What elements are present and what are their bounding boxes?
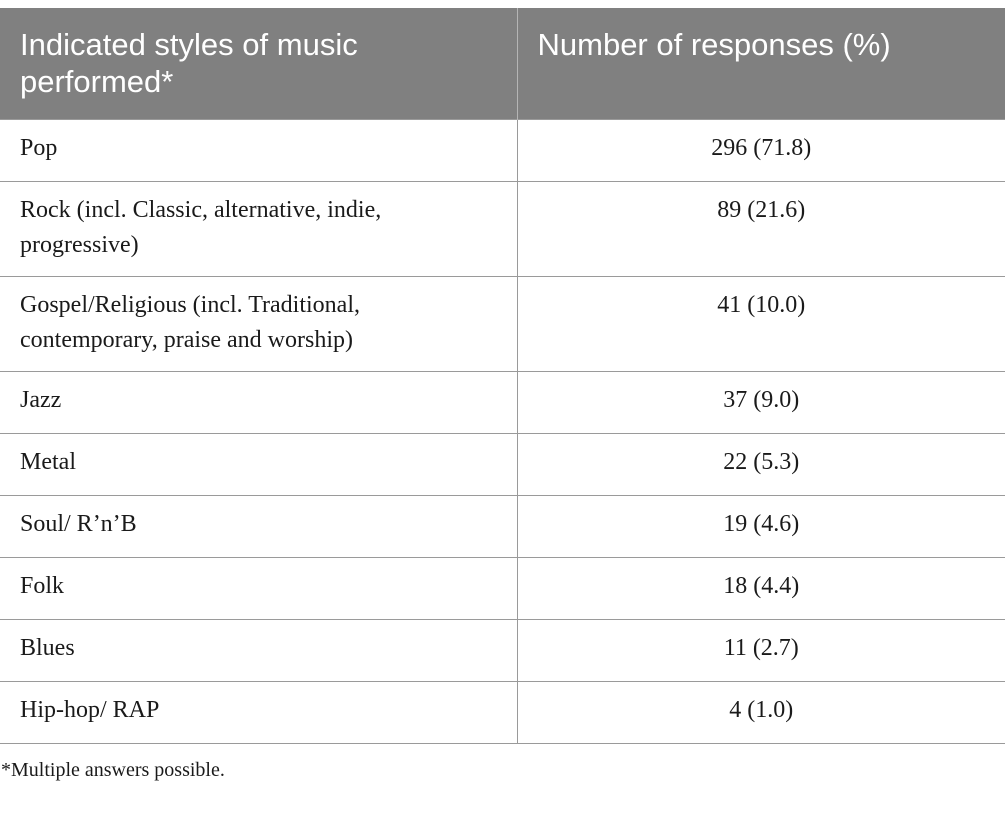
table-header: Indicated styles of music performed* Num… — [0, 8, 1005, 119]
header-row: Indicated styles of music performed* Num… — [0, 8, 1005, 119]
table-row: Metal 22 (5.3) — [0, 432, 1005, 495]
table-row: Hip-hop/ RAP 4 (1.0) — [0, 680, 1005, 744]
responses-cell: 11 (2.7) — [517, 618, 1005, 681]
table-row: Blues 11 (2.7) — [0, 618, 1005, 681]
table-row: Pop 296 (71.8) — [0, 118, 1005, 181]
responses-cell: 41 (10.0) — [517, 275, 1005, 371]
style-cell: Pop — [0, 118, 518, 181]
style-cell: Gospel/Religious (incl. Traditional, con… — [0, 275, 518, 371]
responses-cell: 296 (71.8) — [517, 118, 1005, 181]
header-responses: Number of responses (%) — [517, 8, 1005, 119]
responses-cell: 37 (9.0) — [517, 370, 1005, 433]
style-cell: Rock (incl. Classic, alternative, indie,… — [0, 180, 518, 276]
music-styles-table: Indicated styles of music performed* Num… — [0, 8, 1005, 744]
table-body: Pop 296 (71.8) Rock (incl. Classic, alte… — [0, 118, 1005, 744]
responses-cell: 19 (4.6) — [517, 494, 1005, 557]
style-cell: Jazz — [0, 370, 518, 433]
header-styles: Indicated styles of music performed* — [0, 8, 518, 119]
responses-cell: 22 (5.3) — [517, 432, 1005, 495]
style-cell: Folk — [0, 556, 518, 619]
table-container: Indicated styles of music performed* Num… — [0, 8, 1005, 782]
responses-cell: 18 (4.4) — [517, 556, 1005, 619]
style-cell: Metal — [0, 432, 518, 495]
table-row: Soul/ R’n’B 19 (4.6) — [0, 494, 1005, 557]
style-cell: Hip-hop/ RAP — [0, 680, 518, 744]
responses-cell: 89 (21.6) — [517, 180, 1005, 276]
responses-cell: 4 (1.0) — [517, 680, 1005, 744]
table-row: Jazz 37 (9.0) — [0, 370, 1005, 433]
table-footnote: *Multiple answers possible. — [1, 758, 225, 781]
table-row: Folk 18 (4.4) — [0, 556, 1005, 619]
table-row: Gospel/Religious (incl. Traditional, con… — [0, 275, 1005, 371]
style-cell: Blues — [0, 618, 518, 681]
table-row: Rock (incl. Classic, alternative, indie,… — [0, 180, 1005, 276]
style-cell: Soul/ R’n’B — [0, 494, 518, 557]
